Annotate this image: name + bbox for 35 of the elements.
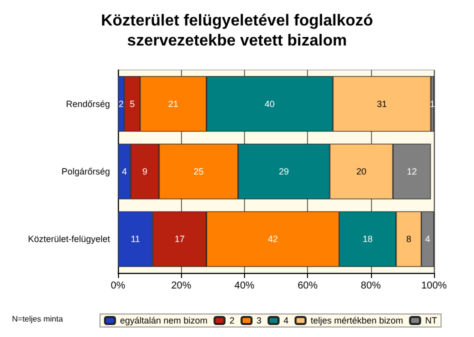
legend-label: NT [425, 316, 438, 326]
data-label: 12 [406, 166, 417, 176]
data-label: 11 [130, 234, 140, 244]
chart-title: Közterület felügyeletével foglalkozó szervezetekbe vetett bizalom [100, 12, 374, 50]
legend-label: 4 [284, 316, 289, 326]
text: N=teljes minta [12, 314, 64, 324]
x-tick-label: 20% [171, 280, 192, 292]
data-label: 2 [118, 98, 124, 109]
legend-label: 3 [256, 316, 262, 326]
data-label: 4 [425, 234, 430, 244]
legend-label: egyáltalán nem bizom [120, 316, 208, 326]
y-tick-label: Polgárőrség [61, 166, 110, 176]
data-label: 8 [406, 234, 412, 244]
data-label: 42 [268, 234, 278, 244]
data-label: 1 [430, 98, 435, 109]
y-tick-label: Rendőrség [66, 98, 110, 109]
legend-label: teljes mértékben bizom [310, 316, 404, 326]
data-label: 17 [174, 234, 185, 244]
data-label: 31 [376, 98, 387, 109]
data-label: 4 [122, 166, 127, 176]
data-label: 25 [194, 166, 204, 176]
y-tick-label: Közterület-felügyelet [28, 234, 110, 244]
data-label: 20 [356, 166, 366, 176]
x-tick-label: 40% [234, 280, 255, 292]
data-label: 5 [130, 98, 135, 109]
data-label: 9 [142, 166, 148, 176]
data-label: 29 [278, 166, 289, 176]
legend-label: 2 [230, 316, 235, 326]
x-tick-label: 80% [360, 280, 381, 292]
data-label: 18 [362, 234, 373, 244]
x-tick-label: 100% [421, 280, 447, 292]
x-tick-label: 0% [110, 280, 126, 292]
x-tick-label: 60% [298, 280, 318, 292]
data-label: 21 [168, 98, 178, 109]
data-label: 40 [264, 98, 275, 109]
